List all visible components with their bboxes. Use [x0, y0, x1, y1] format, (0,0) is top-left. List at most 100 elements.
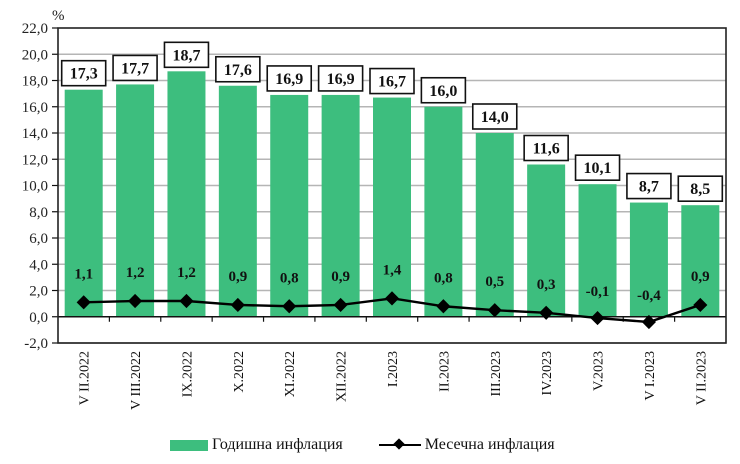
diamond-marker-icon — [333, 297, 348, 313]
bar-value-label-box — [317, 65, 364, 92]
line-value-label: 1,2 — [126, 265, 145, 281]
x-category-label: X.2022 — [232, 351, 247, 393]
bar-value-label: 16,7 — [378, 74, 406, 91]
y-tick-label: 2,0 — [29, 284, 48, 300]
diamond-marker-icon — [487, 303, 502, 318]
diamond-marker-icon — [641, 314, 656, 330]
bar-value-label: 8,7 — [639, 179, 659, 196]
y-tick-label: 10,0 — [22, 179, 48, 195]
diamond-marker-icon — [384, 291, 400, 306]
bar-value-label-box — [60, 59, 107, 87]
x-category-label: XII.2022 — [335, 351, 350, 402]
x-category: X.2022 — [232, 351, 247, 393]
y-tick-label: 14,0 — [22, 126, 48, 142]
bar — [424, 106, 463, 317]
line-value-label: 0,5 — [485, 274, 504, 290]
line-value-label: 0,8 — [434, 270, 453, 286]
bar — [475, 133, 514, 317]
bar — [321, 94, 360, 317]
bar-value-label: 11,6 — [533, 141, 560, 158]
legend-label-monthly: Месечна инфлация — [424, 436, 555, 453]
diamond-marker-icon — [230, 297, 245, 313]
diamond-marker-icon — [282, 299, 297, 314]
bar-value-label-box — [266, 65, 313, 92]
bar-value-label: 17,3 — [70, 66, 98, 83]
bar-value-label-box — [163, 41, 210, 69]
x-category: III.2023 — [489, 351, 504, 397]
x-category: V.2023 — [592, 351, 607, 391]
y-tick-label: 6,0 — [29, 231, 48, 247]
x-category: IX.2022 — [180, 351, 195, 397]
line-value-label: 0,9 — [228, 269, 247, 285]
bar-value-label: 16,0 — [429, 83, 457, 100]
bar — [218, 85, 257, 317]
x-category: XI.2022 — [283, 351, 298, 397]
line-value-label: 0,9 — [331, 269, 350, 285]
y-tick-label: 16,0 — [22, 100, 48, 116]
x-category: V I.2023 — [643, 351, 658, 401]
y-axis-unit: % — [52, 8, 65, 24]
line-value-label: -0,4 — [637, 288, 661, 304]
bar — [270, 94, 309, 317]
bar-value-label: 14,0 — [481, 109, 509, 126]
diamond-marker-icon — [693, 297, 708, 313]
bar — [527, 164, 566, 317]
x-category: II.2023 — [437, 351, 452, 392]
diamond-marker-icon — [590, 310, 605, 326]
chart-legend: Годишна инфлация Месечна инфлация — [170, 436, 555, 454]
x-category-label: IX.2022 — [180, 351, 195, 397]
bar — [373, 97, 411, 317]
y-tick-label: 20,0 — [22, 47, 48, 63]
bar-value-label: 17,6 — [224, 62, 252, 79]
diamond-marker-icon — [539, 305, 554, 320]
x-category: V III.2022 — [129, 351, 144, 410]
x-category-label: V I.2023 — [643, 351, 658, 401]
y-tick-label: 18,0 — [22, 74, 48, 90]
y-tick-label: 4,0 — [29, 257, 48, 273]
bar-value-label: 16,9 — [275, 71, 303, 88]
bar-value-label-box — [677, 175, 724, 202]
bar-value-label-box — [523, 134, 569, 162]
x-category-label: IV.2023 — [540, 351, 555, 395]
diamond-marker-icon — [128, 293, 143, 309]
x-category-label: III.2023 — [489, 351, 504, 397]
legend-label-annual: Годишна инфлация — [212, 436, 343, 453]
x-category-label: II.2023 — [437, 351, 452, 392]
bar — [116, 84, 155, 317]
bar-value-label-box — [215, 55, 261, 83]
y-tick-label: 12,0 — [22, 152, 48, 168]
legend-item-monthly: Месечна инфлация — [378, 436, 555, 454]
x-category-label: I.2023 — [386, 351, 401, 387]
y-tick-label: 0,0 — [29, 310, 48, 326]
x-category-label: V II.2023 — [694, 351, 709, 405]
bar-value-label-box — [574, 154, 621, 181]
y-tick-label: 22,0 — [22, 21, 48, 37]
line-value-label: 1,2 — [177, 265, 196, 281]
line-value-label: 0,8 — [280, 270, 299, 286]
bar-value-label-box — [369, 67, 415, 95]
line-diamond-marker-icon — [378, 438, 421, 452]
bar-swatch-icon — [170, 439, 208, 451]
bar-value-label-box — [626, 172, 672, 200]
bar-value-label-box — [420, 76, 467, 104]
bar-value-label: 10,1 — [584, 160, 612, 177]
x-category: XII.2022 — [335, 351, 350, 402]
x-category: I.2023 — [386, 351, 401, 387]
plot-frame — [57, 27, 727, 344]
diamond-marker-icon — [179, 293, 194, 309]
line-value-label: 0,9 — [691, 269, 710, 285]
diamond-marker-icon — [76, 295, 91, 310]
bar — [578, 184, 617, 317]
x-category: V II.2022 — [78, 351, 93, 405]
bar — [167, 71, 206, 317]
line-value-label: 1,4 — [383, 262, 402, 278]
x-category-label: XI.2022 — [283, 351, 298, 397]
bar — [629, 202, 668, 317]
bar-value-label: 17,7 — [121, 60, 149, 77]
x-category-label: V.2023 — [592, 351, 607, 391]
x-category-label: V II.2022 — [78, 351, 93, 405]
bar-value-label: 18,7 — [172, 47, 200, 64]
y-tick-label: -2,0 — [24, 336, 48, 352]
line-value-label: 0,3 — [537, 277, 556, 293]
